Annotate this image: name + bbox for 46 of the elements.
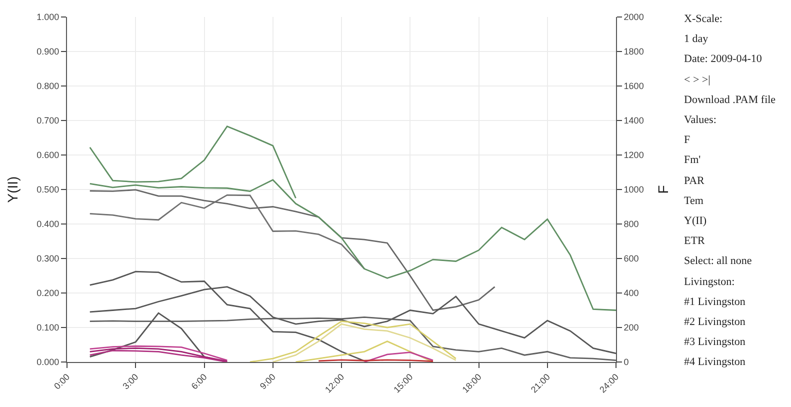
x-tick-label: 3:00 [120, 372, 140, 392]
x-tick-label: 0:00 [52, 372, 72, 392]
y2-tick-label: 1000 [624, 184, 644, 195]
y-tick-label: 0.700 [36, 116, 60, 126]
text: #1 Livingston [684, 296, 746, 308]
y-tick-label: 0.800 [36, 81, 60, 92]
y2-tick-label: 600 [624, 254, 639, 264]
text: Select: all none [684, 255, 752, 267]
y2-tick-label: 800 [624, 219, 639, 230]
text: ETR [684, 235, 706, 247]
y-tick-label: 0.500 [36, 184, 60, 195]
x-tick-label: 6:00 [189, 372, 209, 392]
y2-tick-label: 1600 [624, 81, 644, 92]
text: Date: 2009-04-10 [684, 53, 762, 65]
text: #2 Livingston [684, 316, 746, 328]
y-tick-label: 0.200 [36, 288, 60, 298]
y-tick-label: 1.000 [36, 12, 60, 22]
y-tick-label: 0.600 [36, 150, 60, 160]
y-axis-title: Y(II) [4, 176, 20, 203]
y2-tick-label: 200 [624, 322, 639, 333]
y-tick-label: 0.000 [36, 357, 60, 368]
y-tick-label: 0.900 [36, 46, 60, 57]
text: Tem [684, 195, 704, 207]
y2-tick-label: 1400 [624, 116, 644, 126]
y2-tick-label: 1800 [624, 46, 644, 57]
text: Fm' [684, 154, 701, 166]
text: < > >| [684, 74, 710, 86]
text: X-Scale: [684, 13, 722, 25]
y2-tick-label: 0 [624, 357, 629, 368]
text: Values: [684, 114, 716, 126]
text: Download .PAM file [684, 94, 776, 106]
y2-tick-label: 2000 [624, 12, 644, 22]
text: PAR [684, 175, 706, 187]
y-tick-label: 0.100 [36, 322, 60, 333]
y2-tick-label: 1200 [624, 150, 644, 160]
y2-tick-label: 400 [624, 288, 639, 298]
y-tick-label: 0.400 [36, 219, 60, 230]
text: F [684, 134, 690, 146]
text: #4 Livingston [684, 356, 746, 368]
text: #3 Livingston [684, 336, 746, 348]
y2-axis-title: F [655, 185, 672, 194]
text: Livingston: [684, 276, 735, 288]
text: Y(II) [684, 215, 707, 227]
y-tick-label: 0.300 [36, 254, 60, 264]
x-tick-label: 9:00 [258, 372, 278, 392]
text: 1 day [684, 33, 709, 45]
